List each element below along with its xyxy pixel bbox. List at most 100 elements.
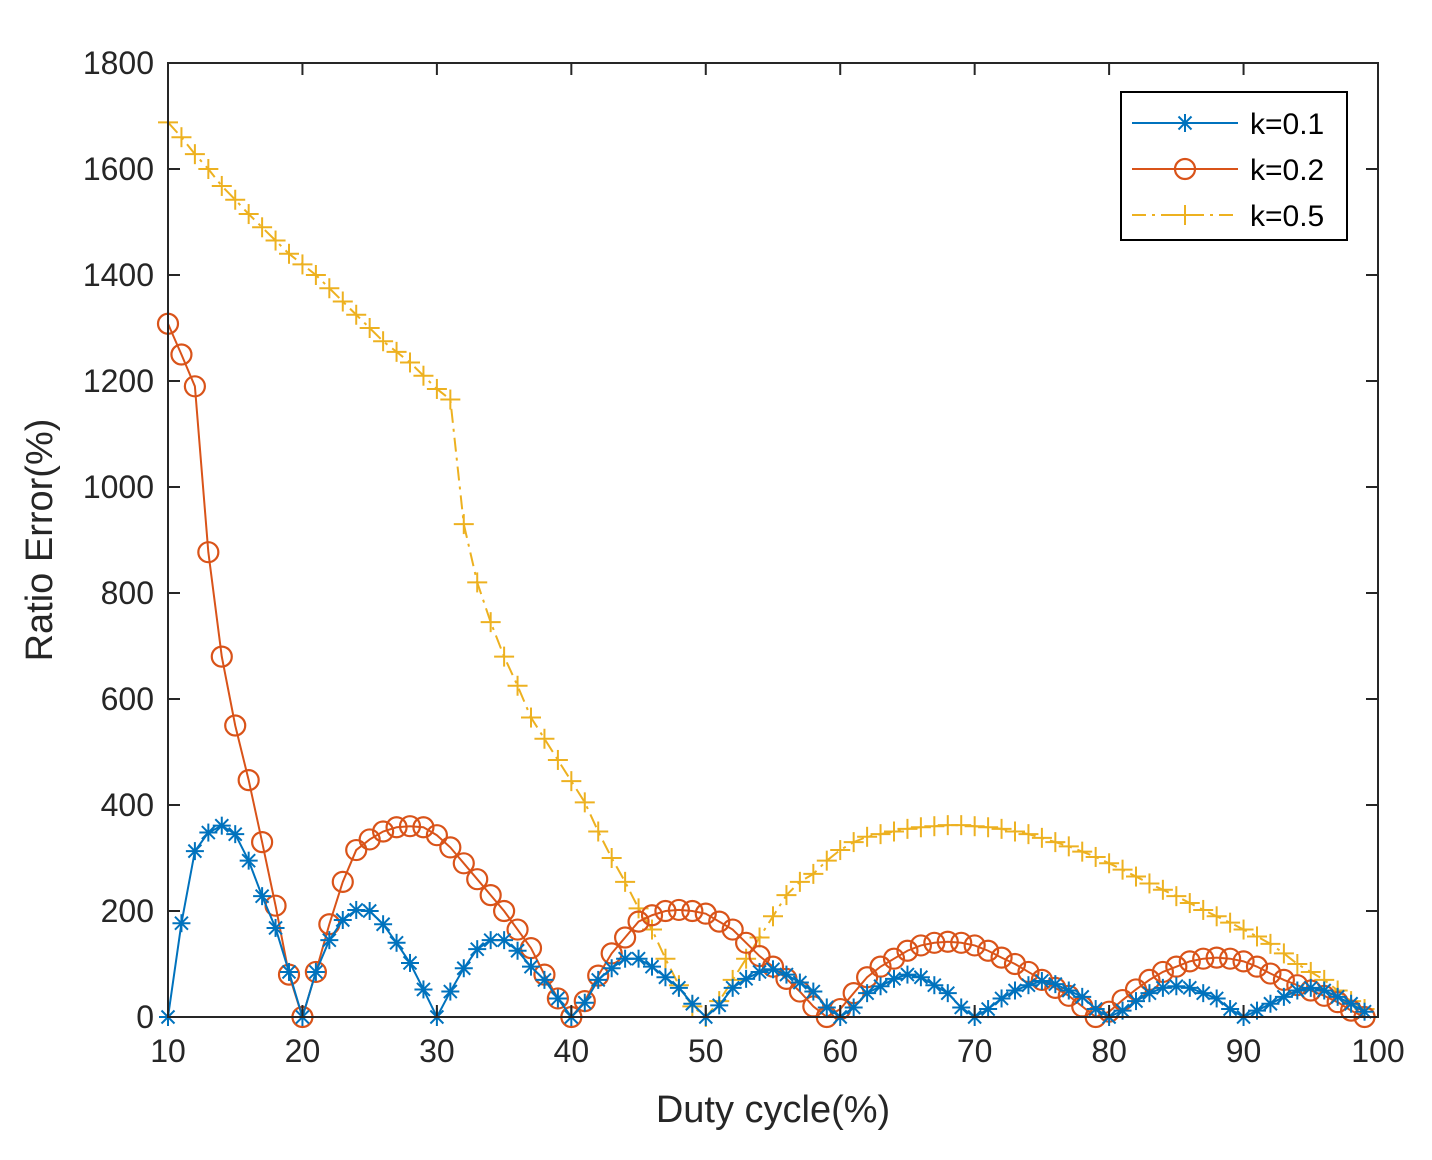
data-point [1315,981,1334,1000]
data-point [452,852,475,875]
data-point [1192,947,1215,970]
x-tick-label: 50 [688,1033,724,1069]
data-point [170,343,193,366]
data-point [897,818,918,839]
data-point [1176,114,1194,132]
data-point [401,953,419,972]
data-point [1006,981,1024,1000]
data-point [385,816,408,839]
data-point [1342,994,1361,1013]
data-point [347,900,366,919]
data-point [858,984,877,1003]
data-point [238,204,259,225]
data-point [655,948,676,969]
x-axis: 10 20 30 40 50 60 70 80 90 100 [150,63,1405,1069]
data-point [1232,950,1255,973]
data-point [1274,987,1293,1006]
legend-label: k=0.1 [1250,108,1324,141]
data-point [210,645,233,668]
x-tick-label: 80 [1091,1033,1127,1069]
data-point [910,817,931,838]
data-point [601,848,622,868]
data-point [963,934,986,957]
data-point [320,931,339,950]
y-tick-label: 800 [101,575,154,611]
data-point [643,957,661,976]
data-point [588,821,609,842]
data-point [602,959,621,978]
data-point [735,931,758,954]
data-point [844,998,863,1017]
y-tick-label: 1800 [83,45,154,81]
series-line [167,323,1365,1021]
series-line [167,121,1366,1019]
data-point [1058,836,1079,857]
legend-label: k=0.5 [1250,200,1324,233]
data-point [1126,866,1146,887]
data-point [938,984,957,1003]
data-point [656,968,675,987]
data-point [978,817,999,838]
data-point [964,816,985,837]
data-point [400,352,420,373]
data-point [1193,899,1214,920]
data-point [467,572,488,593]
data-point [817,998,836,1017]
data-point [871,977,890,996]
y-axis-title: Ratio Error(%) [19,419,61,662]
y-tick-label: 1400 [83,257,154,293]
data-point [1328,987,1347,1006]
data-point [816,850,837,871]
data-point [412,816,435,839]
data-point [198,159,219,179]
data-point [225,189,246,210]
data-point [654,899,677,923]
data-point [1139,873,1160,894]
x-tick-label: 20 [285,1033,321,1069]
data-point [387,933,406,952]
data-point [936,930,959,953]
data-point [468,940,487,959]
data-point [212,816,231,835]
data-point [493,899,516,923]
data-point [763,906,783,927]
data-point [776,885,797,906]
data-point [333,911,352,930]
data-point [305,265,326,285]
data-point [1153,978,1172,997]
data-point [1178,950,1201,973]
data-point [508,941,527,960]
data-point [183,375,206,398]
data-point [211,175,232,196]
data-point [239,851,258,870]
data-point [360,902,379,920]
data-point [548,989,567,1008]
data-point [627,910,650,933]
data-point [199,823,218,842]
data-point [925,976,944,995]
data-point [251,830,274,854]
data-point [1175,205,1195,225]
data-point [1287,954,1308,974]
data-point [1233,919,1254,940]
data-point [909,934,932,957]
data-point [1127,992,1145,1011]
data-point [667,898,690,922]
data-point [466,868,489,891]
data-point [790,973,809,992]
data-point [789,871,810,892]
data-point [1205,946,1228,969]
x-tick-label: 90 [1226,1033,1262,1069]
data-point [534,728,555,749]
data-point [750,962,769,981]
data-point [1167,977,1186,996]
data-point [426,378,447,399]
data-point [1073,987,1092,1006]
data-point [830,840,851,861]
data-point [950,931,973,954]
data-point [640,904,664,927]
data-point [479,883,502,907]
data-point [681,899,704,923]
x-tick-label: 100 [1351,1033,1404,1069]
